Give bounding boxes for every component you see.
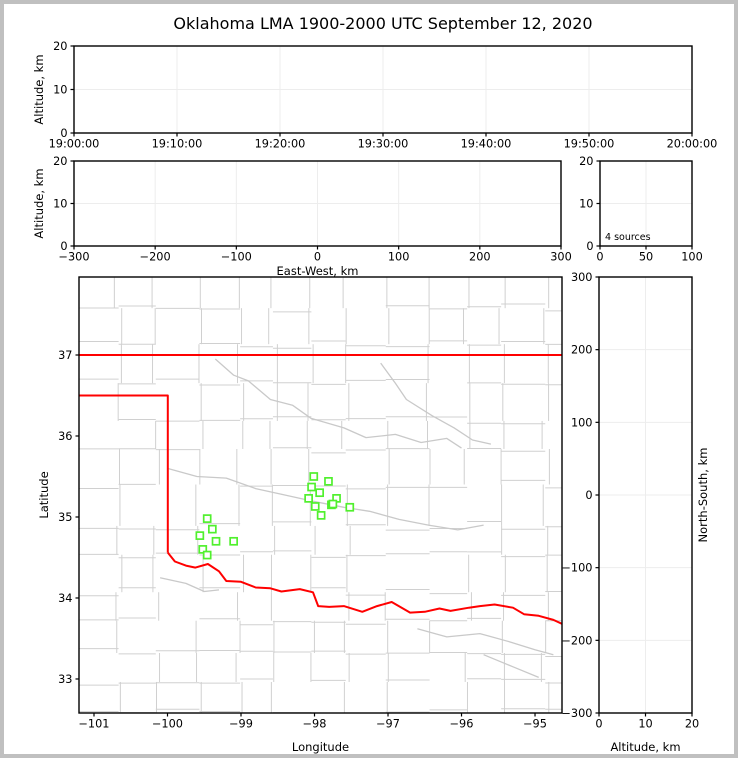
lma-station-marker	[211, 536, 221, 546]
ew-height-ylabel: Altitude, km	[32, 168, 46, 238]
lma-station-marker	[328, 499, 338, 509]
y-tick-label: 0	[586, 240, 593, 253]
ew-height-panel: −300 −200 −100 0 100 200 300 0 10 20 East-West, km…	[32, 155, 572, 278]
y-tick-label: 0	[585, 489, 592, 502]
y-tick-label: 20	[579, 155, 593, 168]
x-tick-label: 0	[314, 251, 321, 264]
lma-station-marker	[310, 502, 320, 511]
ns-height-panel: 0 10 20 −300 −200 −100 0 100 200 300 Altitude, km N…	[561, 271, 710, 754]
ew-height-xlabel: East-West, km	[277, 264, 359, 278]
basemap	[79, 277, 562, 713]
y-tick-label: 33	[58, 673, 72, 686]
x-tick-label: −300	[58, 251, 89, 264]
lma-station-marker	[324, 477, 333, 486]
plan-view-xlabel: Longitude	[292, 740, 349, 754]
lma-station-marker	[304, 494, 313, 503]
lma-station-marker	[345, 502, 355, 512]
lma-station-marker	[316, 511, 326, 520]
lma-station-marker	[195, 531, 205, 540]
plan-view-ylabel: Latitude	[37, 471, 51, 518]
x-tick-label: −95	[523, 718, 547, 731]
x-tick-label: 10	[638, 718, 652, 731]
axis-ticks	[75, 354, 536, 717]
x-tick-label: −100	[221, 251, 252, 264]
lma-station-marker	[307, 482, 316, 492]
x-tick-label: 200	[469, 251, 491, 264]
x-tick-label: 19:40:00	[461, 138, 512, 151]
state-border	[79, 354, 562, 625]
grid-lines	[74, 161, 561, 246]
ns-height-ylabel-right: North-South, km	[696, 448, 710, 543]
axis-ticks	[70, 160, 562, 250]
y-tick-label: 100	[571, 416, 593, 429]
x-tick-label: 0	[596, 251, 603, 264]
axis-ticks	[595, 276, 693, 717]
axis-ticks	[70, 45, 693, 137]
y-tick-label: −200	[561, 634, 592, 647]
tick-labels: 0 10 20 −300 −200 −100 0 100 200 300	[561, 271, 699, 731]
y-tick-label: 10	[53, 84, 67, 97]
grid-lines	[600, 161, 692, 246]
lma-station-marker	[198, 545, 208, 554]
x-tick-label: −98	[303, 718, 327, 731]
station-markers	[195, 472, 355, 560]
y-tick-label: 36	[58, 430, 72, 443]
y-tick-label: 34	[58, 592, 72, 605]
figure-title: Oklahoma LMA 1900-2000 UTC September 12,…	[173, 14, 593, 33]
axis-ticks	[596, 160, 693, 250]
lma-station-marker	[309, 472, 319, 481]
x-tick-label: 50	[639, 251, 653, 264]
lma-station-marker	[229, 536, 239, 546]
x-tick-label: −200	[140, 251, 171, 264]
x-tick-label: 19:00:00	[49, 138, 100, 151]
x-tick-label: −100	[152, 718, 183, 731]
x-tick-label: 19:20:00	[255, 138, 306, 151]
x-tick-label: 100	[388, 251, 410, 264]
y-tick-label: 10	[53, 198, 67, 211]
y-tick-label: −100	[561, 562, 592, 575]
plan-view-panel: −101 −100 −99 −98 −97 −96 −95 33 34 35 36 37 Longitu…	[37, 276, 563, 754]
lma-station-marker	[202, 514, 212, 523]
y-tick-label: 20	[53, 155, 67, 168]
tick-labels: 0 50 100 0 10 20	[579, 155, 703, 264]
x-tick-label: 0	[595, 718, 602, 731]
x-tick-label: 19:10:00	[152, 138, 203, 151]
time-height-ylabel: Altitude, km	[32, 54, 46, 124]
grid-lines	[74, 46, 692, 133]
lma-station-marker	[315, 488, 325, 498]
x-tick-label: 19:30:00	[358, 138, 409, 151]
y-tick-label: 20	[53, 40, 67, 53]
x-tick-label: 19:50:00	[564, 138, 615, 151]
lma-station-marker	[202, 550, 212, 560]
x-tick-label: −97	[376, 718, 400, 731]
x-tick-label: 20:00:00	[667, 138, 718, 151]
grid-lines	[599, 277, 692, 713]
alt-histogram-panel: 0 50 100 0 10 20 4 sources	[579, 155, 703, 264]
x-tick-label: −96	[450, 718, 474, 731]
y-tick-label: 37	[58, 349, 72, 362]
x-tick-label: −99	[229, 718, 253, 731]
y-tick-label: −300	[561, 707, 592, 720]
x-tick-label: 20	[685, 718, 699, 731]
y-tick-label: 10	[579, 198, 593, 211]
lma-plot-svg: 19:00:00 19:10:00 19:20:00 19:30:00 19:40:00…	[32, 40, 717, 754]
y-tick-label: 200	[571, 344, 593, 357]
x-tick-label: −101	[78, 718, 109, 731]
tick-labels: 19:00:00 19:10:00 19:20:00 19:30:00 19:40:00…	[49, 40, 718, 151]
x-tick-label: 100	[681, 251, 703, 264]
y-tick-label: 0	[60, 127, 67, 140]
ns-height-xlabel: Altitude, km	[610, 740, 680, 754]
tick-labels: −101 −100 −99 −98 −97 −96 −95 33 34 35 36 37	[58, 349, 547, 731]
y-tick-label: 35	[58, 511, 72, 524]
tick-labels: −300 −200 −100 0 100 200 300 0 10 20	[53, 155, 572, 264]
lma-station-marker	[207, 524, 217, 534]
x-tick-label: 300	[550, 251, 572, 264]
sources-count-annotation: 4 sources	[605, 232, 651, 243]
y-tick-label: 300	[571, 271, 593, 284]
y-tick-label: 0	[60, 240, 67, 253]
time-height-panel: 19:00:00 19:10:00 19:20:00 19:30:00 19:40:00…	[32, 40, 717, 151]
